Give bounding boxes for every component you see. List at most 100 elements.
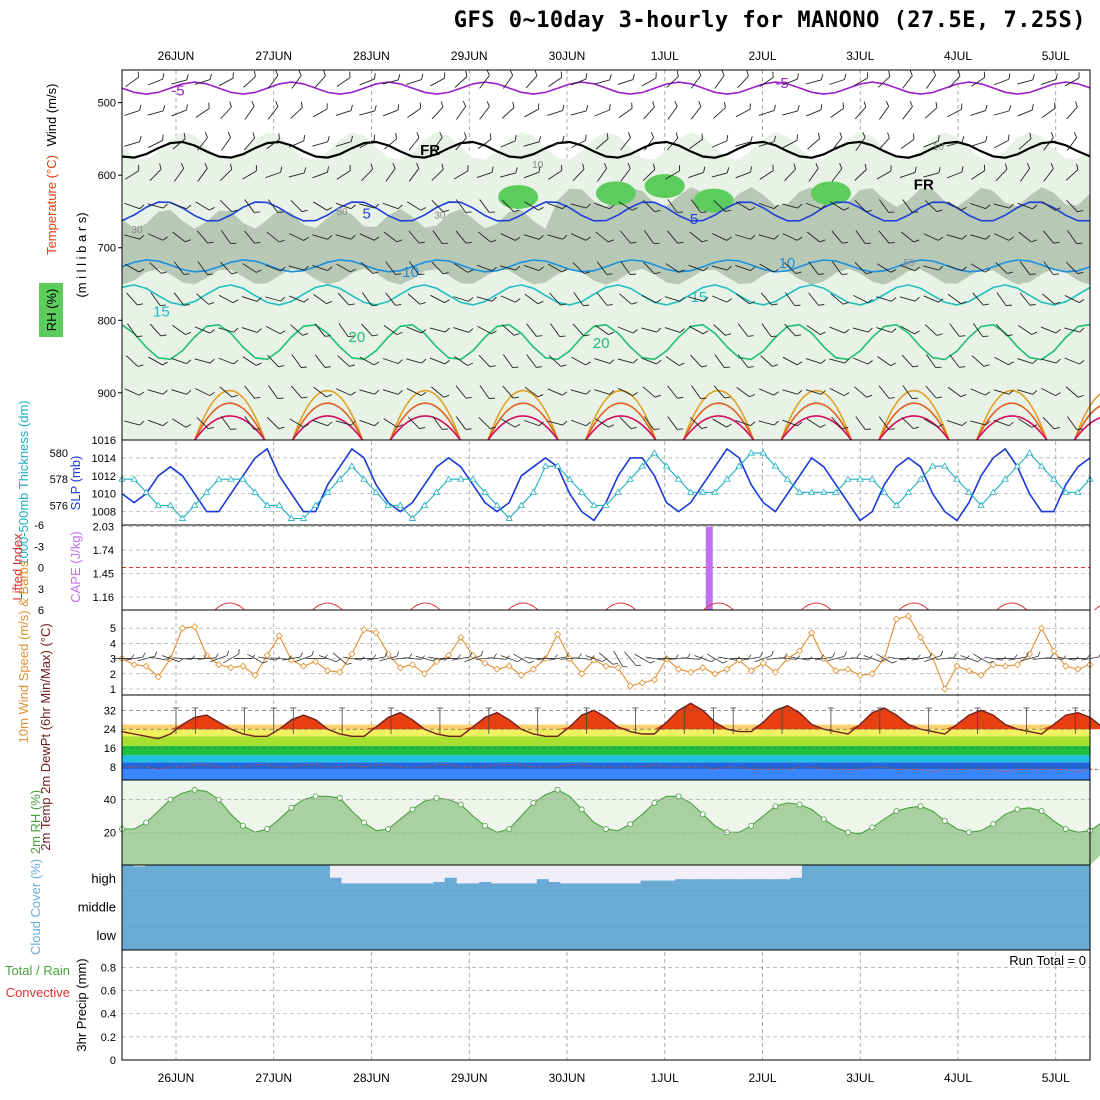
upper-wind-barb <box>382 202 403 210</box>
upper-wind-barb <box>970 388 991 396</box>
isotherm <box>121 323 1091 361</box>
barb-shaft <box>548 77 562 87</box>
contour-label: -5 <box>171 82 184 99</box>
barb-flag <box>395 304 402 306</box>
barb-shaft <box>1018 138 1032 150</box>
cloud-middle-bar <box>156 893 169 922</box>
barb-flag <box>444 72 446 79</box>
barb-shaft <box>547 141 563 147</box>
upper-wind-barb <box>641 72 657 87</box>
barb-flag <box>1073 131 1078 138</box>
upper-wind-barb <box>242 263 262 273</box>
barb-flag <box>796 134 798 141</box>
barb-shaft <box>313 293 327 305</box>
upper-wind-barb <box>385 162 396 182</box>
barb-shaft <box>360 262 374 274</box>
barb-shaft <box>594 79 610 85</box>
wind-speed-point <box>178 624 187 632</box>
wind-barb <box>598 652 618 665</box>
barb-flag <box>675 132 679 139</box>
upper-wind-barb <box>712 233 732 241</box>
upper-wind-barb <box>267 101 279 120</box>
barb-shaft <box>852 327 869 333</box>
upper-wind-barb <box>432 230 448 245</box>
barb-flag <box>515 265 521 271</box>
wind-barb <box>197 653 219 660</box>
barb-shaft <box>785 292 795 306</box>
upper-wind-barb <box>690 101 702 120</box>
wind-barb <box>415 655 438 662</box>
wind-speed-point <box>796 647 804 655</box>
upper-wind-barb <box>335 104 353 116</box>
warm-isotherm <box>976 402 1048 441</box>
barb-flag <box>609 390 615 395</box>
barb-flag <box>1077 395 1084 398</box>
rh-point <box>385 826 392 832</box>
rh-point <box>240 822 246 829</box>
barb-shaft <box>172 324 186 336</box>
barb-flag <box>819 239 826 243</box>
barb-flag <box>913 239 920 243</box>
barb-flag <box>464 132 467 139</box>
upper-wind-barb <box>690 70 702 89</box>
barb-flag <box>209 391 215 396</box>
cloud-high-bar <box>421 883 434 894</box>
cloud-middle-bar <box>306 893 319 922</box>
upper-wind-barb <box>172 133 186 150</box>
pressure-tick-label: 600 <box>98 170 116 182</box>
barb-shaft <box>335 202 352 210</box>
upper-wind-barb <box>1041 387 1061 397</box>
wind-speed-point <box>868 670 876 678</box>
upper-wind-barb <box>268 385 284 399</box>
barb-flag <box>746 70 749 77</box>
barb-flag <box>1076 163 1079 170</box>
upper-wind-barb <box>172 231 191 243</box>
barb-shaft <box>1066 199 1078 213</box>
barb-flag <box>536 366 543 368</box>
upper-wind-barb <box>1065 163 1079 181</box>
upper-wind-barb <box>455 416 472 430</box>
thickness-point <box>820 488 828 495</box>
upper-wind-barb <box>946 166 964 179</box>
wind-barb <box>464 650 484 663</box>
upper-wind-barb <box>312 265 333 271</box>
barb-flag <box>1076 428 1083 430</box>
barb-shaft <box>314 75 326 89</box>
barb-flag <box>335 658 341 662</box>
contour-label: 5 <box>690 211 698 228</box>
barb-flag <box>818 304 825 306</box>
upper-wind-barb <box>878 230 895 244</box>
barb-flag <box>844 358 850 364</box>
upper-wind-barb <box>290 324 309 336</box>
barb-shaft <box>194 326 211 334</box>
thickness-point <box>202 488 211 495</box>
upper-wind-barb <box>946 264 967 272</box>
wind-barb <box>814 652 836 661</box>
barb-flag <box>606 273 613 275</box>
upper-wind-barb <box>971 355 990 367</box>
rh-point <box>336 795 343 801</box>
barb-shaft <box>501 200 515 212</box>
cloud-axis-label: Cloud Cover (%) <box>28 859 43 955</box>
upper-wind-barb <box>501 324 520 336</box>
rh-point <box>457 801 464 808</box>
wind-barb <box>332 652 352 665</box>
barb-flag <box>961 266 967 271</box>
barb-shaft <box>641 327 657 333</box>
upper-wind-barb <box>949 323 966 337</box>
barb-shaft <box>1064 77 1080 87</box>
barb-shaft <box>173 168 185 182</box>
upper-wind-barb <box>149 262 168 274</box>
date-label-top: 30JUN <box>549 49 586 63</box>
barb-flag <box>300 101 303 108</box>
barb-shaft <box>736 293 750 305</box>
rh-point <box>651 799 658 806</box>
upper-wind-barb <box>946 234 967 240</box>
date-label-bottom: 30JUN <box>549 1071 586 1085</box>
upper-wind-barb <box>924 324 943 336</box>
upper-wind-barb <box>688 325 709 335</box>
wind-speed-point <box>711 670 719 678</box>
upper-wind-barb <box>782 389 803 395</box>
thickness-point <box>989 488 997 495</box>
rh-point <box>361 819 367 826</box>
